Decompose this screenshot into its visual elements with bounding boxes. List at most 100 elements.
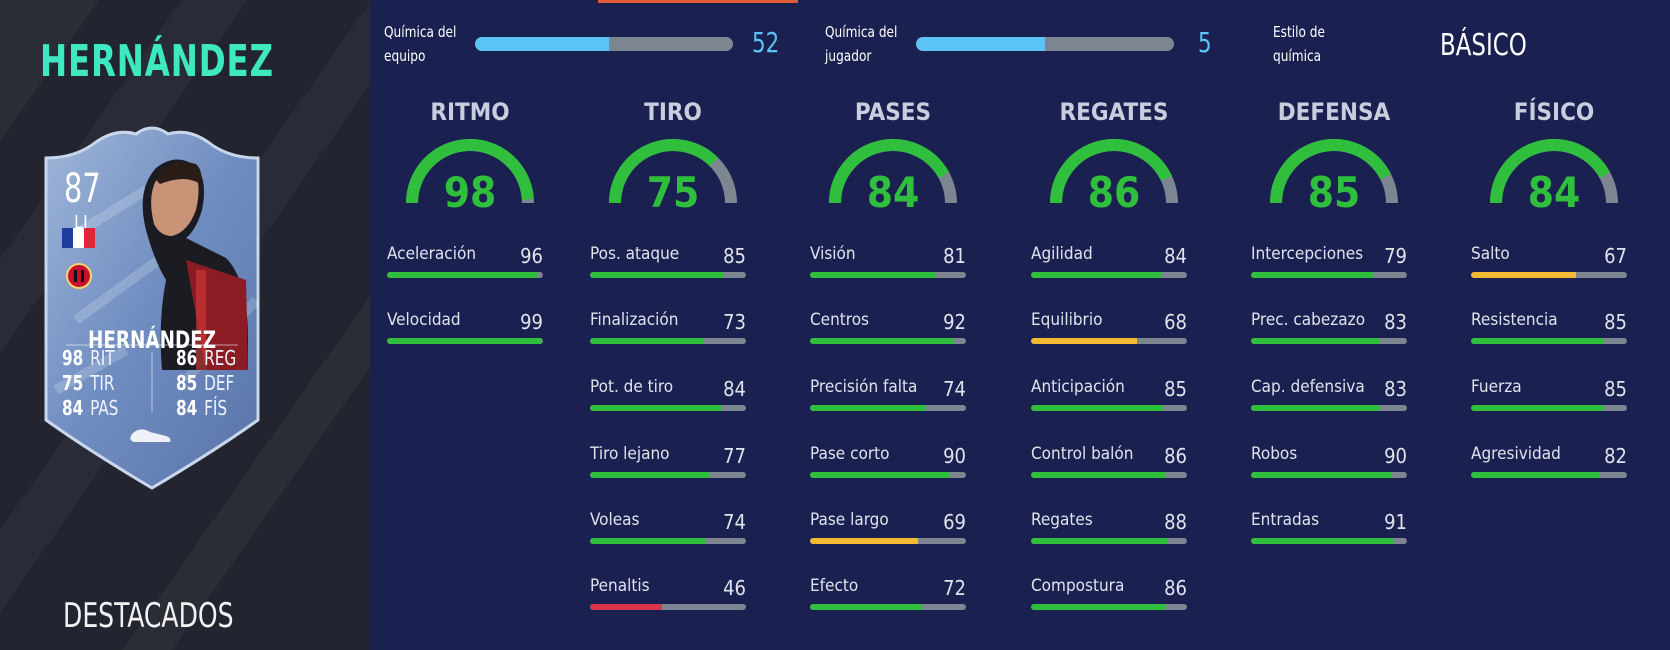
category-value: 85 <box>1307 168 1361 217</box>
stat-row[interactable]: Aceleración 96 <box>387 244 543 284</box>
stat-value: 85 <box>1604 377 1627 401</box>
stat-row[interactable]: Pot. de tiro 84 <box>590 377 746 417</box>
category-name: DEFENSA <box>1277 98 1391 126</box>
stat-bar <box>1031 604 1187 610</box>
stat-value: 91 <box>1384 510 1407 534</box>
stat-row[interactable]: Salto 67 <box>1471 244 1627 284</box>
stat-category: PASES 84 Visión 81 Centros 92 Precisión falta 7… <box>793 0 993 650</box>
stat-label: Voleas <box>590 510 640 530</box>
stat-row[interactable]: Voleas 74 <box>590 510 746 550</box>
stat-row[interactable]: Pase largo 69 <box>810 510 966 550</box>
stat-row[interactable]: Agilidad 84 <box>1031 244 1187 284</box>
stat-bar <box>1031 538 1187 544</box>
team-chemistry-label: Química del equipo <box>384 23 457 65</box>
category-name: RITMO <box>430 98 510 126</box>
gauge-fill <box>1490 139 1611 204</box>
stat-row[interactable]: Control balón 86 <box>1031 444 1187 484</box>
stat-value: 88 <box>1164 510 1187 534</box>
stat-bar-fill <box>590 405 722 411</box>
stat-bar <box>590 472 746 478</box>
stat-row[interactable]: Pase corto 90 <box>810 444 966 484</box>
stat-value: 83 <box>1384 310 1407 334</box>
stat-row[interactable]: Agresividad 82 <box>1471 444 1627 484</box>
stat-bar-fill <box>1471 338 1604 344</box>
stat-bar-fill <box>810 272 937 278</box>
stat-label: Penaltis <box>590 576 650 596</box>
stat-row[interactable]: Fuerza 85 <box>1471 377 1627 417</box>
stat-bar <box>1031 405 1187 411</box>
stat-value: 72 <box>943 576 966 600</box>
stat-value: 79 <box>1384 244 1407 268</box>
stat-bar <box>810 405 966 411</box>
stat-label: Entradas <box>1251 510 1320 530</box>
stat-bar <box>810 272 966 278</box>
stat-value: 84 <box>1164 244 1187 268</box>
stat-row[interactable]: Velocidad 99 <box>387 310 543 350</box>
stat-label: Pase corto <box>810 444 890 464</box>
stat-row[interactable]: Efecto 72 <box>810 576 966 616</box>
player-card[interactable]: 87 LI HERNÁNDEZ 98 RIT 75 TIR 84 PAS 86 REG … <box>36 120 268 490</box>
stat-value: 85 <box>1164 377 1187 401</box>
stat-row[interactable]: Robos 90 <box>1251 444 1407 484</box>
stat-label: Aceleración <box>387 244 477 264</box>
category-value: 75 <box>646 168 700 217</box>
stat-row[interactable]: Precisión falta 74 <box>810 377 966 417</box>
france-flag-icon <box>62 228 95 248</box>
stat-row[interactable]: Pos. ataque 85 <box>590 244 746 284</box>
stat-row[interactable]: Visión 81 <box>810 244 966 284</box>
category-gauge <box>609 139 737 204</box>
stat-value: 74 <box>723 510 746 534</box>
stat-bar <box>590 604 746 610</box>
stat-label: Compostura <box>1031 576 1125 596</box>
stat-row[interactable]: Compostura 86 <box>1031 576 1187 616</box>
category-value: 98 <box>443 168 497 217</box>
stat-bar <box>387 338 543 344</box>
stat-row[interactable]: Finalización 73 <box>590 310 746 350</box>
stat-label: Prec. cabezazo <box>1251 310 1366 330</box>
stat-value: 85 <box>723 244 746 268</box>
stat-row[interactable]: Regates 88 <box>1031 510 1187 550</box>
stat-value: 92 <box>943 310 966 334</box>
stat-label: Velocidad <box>387 310 461 330</box>
stat-bar <box>1471 272 1627 278</box>
stat-bar-fill <box>1031 604 1166 610</box>
stat-bar-fill <box>590 338 704 344</box>
stat-row[interactable]: Intercepciones 79 <box>1251 244 1407 284</box>
stat-category: RITMO 98 Aceleración 96 Velocidad 99 <box>370 0 570 650</box>
stat-bar-fill <box>590 472 711 478</box>
stat-value: 81 <box>943 244 966 268</box>
stat-value: 83 <box>1384 377 1407 401</box>
stat-category: DEFENSA 85 Intercepciones 79 Prec. cabezazo 8… <box>1234 0 1434 650</box>
stat-row[interactable]: Entradas 91 <box>1251 510 1407 550</box>
stat-label: Salto <box>1471 244 1510 264</box>
stat-row[interactable]: Resistencia 85 <box>1471 310 1627 350</box>
stat-row[interactable]: Anticipación 85 <box>1031 377 1187 417</box>
stat-value: 73 <box>723 310 746 334</box>
stat-value: 86 <box>1164 444 1187 468</box>
stat-row[interactable]: Prec. cabezazo 83 <box>1251 310 1407 350</box>
stat-row[interactable]: Tiro lejano 77 <box>590 444 746 484</box>
card-frame <box>44 126 260 490</box>
player-chemistry-bar <box>916 37 1174 51</box>
stat-bar-fill <box>590 538 706 544</box>
stat-row[interactable]: Equilibrio 68 <box>1031 310 1187 350</box>
team-chemistry-bar <box>475 37 733 51</box>
category-value: 84 <box>1527 168 1581 217</box>
stat-bar <box>1471 338 1627 344</box>
category-name: TIRO <box>644 98 702 126</box>
stat-value: 67 <box>1604 244 1627 268</box>
stat-bar-fill <box>1251 338 1381 344</box>
stat-row[interactable]: Cap. defensiva 83 <box>1251 377 1407 417</box>
stat-label: Intercepciones <box>1251 244 1364 264</box>
stat-label: Finalización <box>590 310 679 330</box>
stat-value: 68 <box>1164 310 1187 334</box>
chemistry-style-value[interactable]: BÁSICO <box>1440 28 1527 63</box>
stat-bar-fill <box>810 472 951 478</box>
stat-bar <box>590 272 746 278</box>
stat-bar <box>1031 338 1187 344</box>
stat-bar-fill <box>810 405 926 411</box>
stat-row[interactable]: Centros 92 <box>810 310 966 350</box>
stat-bar <box>810 338 966 344</box>
stat-row[interactable]: Penaltis 46 <box>590 576 746 616</box>
stat-bar <box>387 272 543 278</box>
